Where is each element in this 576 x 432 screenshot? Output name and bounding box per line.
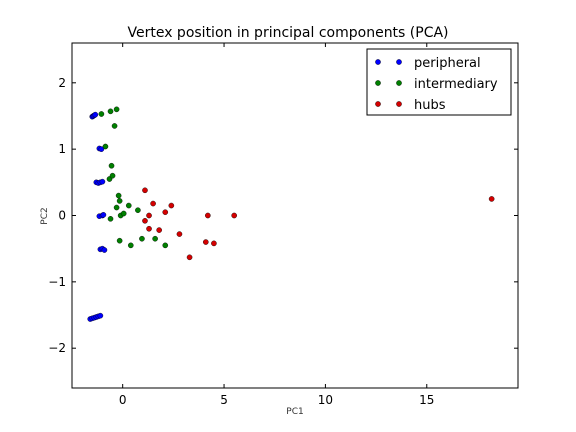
x-tick-label: 0 xyxy=(119,393,127,407)
data-point-hubs xyxy=(142,218,148,224)
data-point-hubs xyxy=(142,187,148,194)
x-axis-label: PC1 xyxy=(286,407,303,417)
data-point-intermediary xyxy=(111,123,118,129)
legend-label-hubs: hubs xyxy=(414,98,446,113)
data-point-hubs xyxy=(186,254,193,261)
data-point-intermediary xyxy=(152,235,158,242)
axis-ticks: 0 5 10 15 −2 −1 0 1 2 xyxy=(48,43,518,407)
data-point-intermediary xyxy=(127,242,134,249)
data-point-hubs xyxy=(146,225,152,232)
y-tick-label: −2 xyxy=(48,341,66,355)
data-point-peripheral xyxy=(92,111,99,118)
legend-marker-intermediary xyxy=(375,80,381,86)
x-tick-label: 5 xyxy=(220,393,228,407)
data-point-hubs xyxy=(205,212,211,219)
data-point-hubs xyxy=(146,212,152,219)
data-point-intermediary xyxy=(108,162,115,169)
data-point-intermediary xyxy=(115,192,122,199)
data-point-intermediary xyxy=(135,207,141,213)
data-point-intermediary xyxy=(116,198,123,204)
data-point-peripheral xyxy=(100,212,107,218)
data-point-intermediary xyxy=(116,237,123,244)
y-axis-label: PC2 xyxy=(40,207,50,224)
data-point-intermediary xyxy=(113,204,120,211)
legend-label-intermediary: intermediary xyxy=(414,77,498,92)
data-point-hubs xyxy=(168,202,175,209)
data-point-intermediary xyxy=(98,111,105,117)
data-point-intermediary xyxy=(120,210,127,217)
data-points xyxy=(87,106,495,322)
y-tick-label: 1 xyxy=(58,142,66,156)
data-point-peripheral xyxy=(97,312,104,319)
data-point-intermediary xyxy=(107,108,114,115)
data-point-hubs xyxy=(231,212,237,219)
data-point-hubs xyxy=(176,231,183,237)
legend-marker-peripheral xyxy=(375,59,381,65)
data-point-intermediary xyxy=(102,143,109,150)
data-point-hubs xyxy=(150,200,156,207)
chart-title: Vertex position in principal components … xyxy=(127,25,448,41)
x-tick-label: 15 xyxy=(419,393,434,407)
x-tick-label: 10 xyxy=(318,393,333,407)
data-point-hubs xyxy=(202,239,209,245)
data-point-peripheral xyxy=(101,247,108,253)
data-point-intermediary xyxy=(125,202,132,209)
legend-marker-intermediary xyxy=(396,80,402,86)
data-point-peripheral xyxy=(99,178,106,185)
legend-marker-hubs xyxy=(375,101,381,107)
y-tick-label: −1 xyxy=(48,275,66,289)
y-tick-label: 0 xyxy=(58,209,66,223)
legend-marker-hubs xyxy=(396,101,402,107)
data-point-intermediary xyxy=(162,242,169,249)
data-point-hubs xyxy=(211,240,217,247)
data-point-intermediary xyxy=(113,106,120,113)
data-point-hubs xyxy=(162,209,169,215)
data-point-hubs xyxy=(488,196,495,202)
y-tick-label: 2 xyxy=(58,76,66,90)
data-point-peripheral xyxy=(98,146,105,152)
data-point-hubs xyxy=(156,227,162,233)
legend-marker-peripheral xyxy=(396,59,402,65)
legend-label-peripheral: peripheral xyxy=(414,56,481,71)
legend: peripheral intermediary hubs xyxy=(366,48,512,116)
data-point-intermediary xyxy=(107,216,114,222)
legend-box xyxy=(366,48,512,116)
data-point-intermediary xyxy=(139,235,145,242)
data-point-intermediary xyxy=(109,172,116,179)
